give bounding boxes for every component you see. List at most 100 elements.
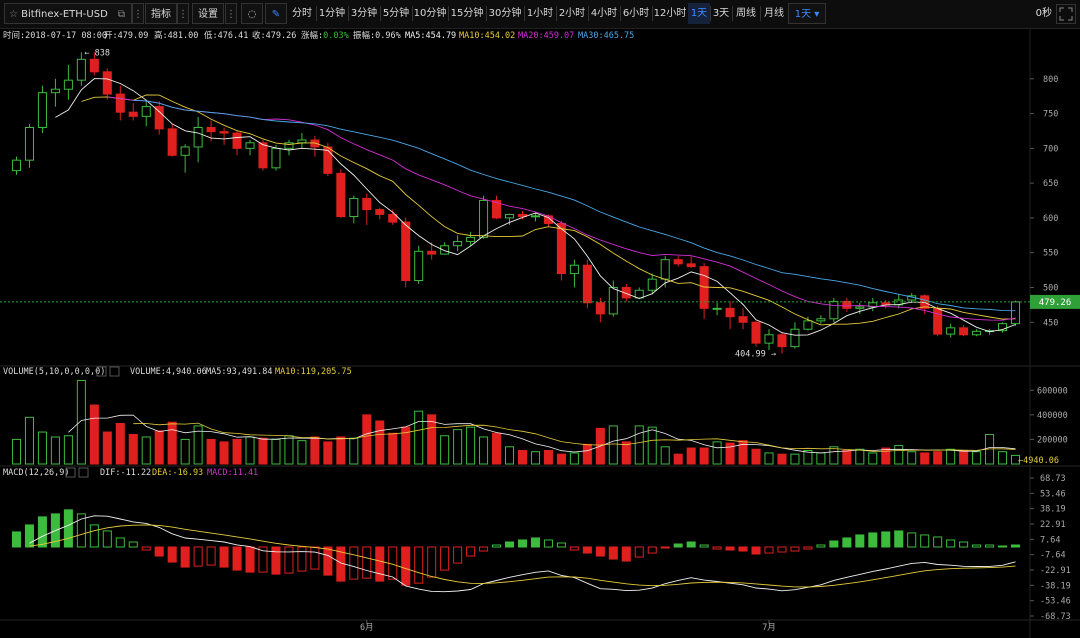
- volume-bar[interactable]: [660, 446, 670, 465]
- volume-bar[interactable]: [829, 446, 839, 465]
- volume-bar[interactable]: [582, 443, 592, 465]
- indicator-button[interactable]: 指标: [145, 3, 177, 24]
- chart-canvas[interactable]: 800 750 700 650 600 550 500 450 479.26 ← 838 404.9…: [0, 28, 1080, 638]
- candle-body[interactable]: [258, 142, 268, 169]
- candle-body[interactable]: [647, 278, 657, 291]
- volume-bar[interactable]: [193, 425, 203, 465]
- candle-body[interactable]: [608, 286, 618, 315]
- candle-body[interactable]: [933, 307, 943, 335]
- volume-bar[interactable]: [699, 447, 709, 465]
- volume-bar[interactable]: [946, 448, 956, 465]
- timeframe-tab-6[interactable]: 30分钟: [488, 8, 522, 19]
- candle-body[interactable]: [128, 111, 138, 117]
- candle-body[interactable]: [660, 259, 670, 280]
- timeframe-tab-9[interactable]: 4小时: [590, 8, 618, 19]
- macd-histogram-bar[interactable]: [868, 532, 878, 548]
- volume-bar[interactable]: [1010, 454, 1021, 465]
- volume-bar[interactable]: [388, 432, 398, 465]
- candle-body[interactable]: [686, 263, 696, 268]
- settings-menu-dots[interactable]: ⋮: [225, 3, 237, 24]
- volume-bar[interactable]: [310, 436, 320, 465]
- timeframe-tab-1[interactable]: 1分钟: [318, 8, 346, 19]
- macd-histogram-bar[interactable]: [621, 546, 631, 562]
- timeframe-tab-15[interactable]: 月线: [764, 8, 784, 19]
- candle-body[interactable]: [141, 106, 151, 117]
- candle-body[interactable]: [946, 327, 956, 335]
- macd-histogram-bar[interactable]: [193, 546, 203, 567]
- timeframe-tab-5[interactable]: 15分钟: [450, 8, 484, 19]
- candle-body[interactable]: [102, 71, 112, 95]
- macd-histogram-bar[interactable]: [517, 539, 528, 548]
- macd-histogram-bar[interactable]: [180, 546, 190, 568]
- macd-histogram-bar[interactable]: [401, 546, 411, 586]
- candle-body[interactable]: [634, 289, 644, 299]
- volume-bar[interactable]: [24, 416, 34, 465]
- candle-body[interactable]: [595, 302, 605, 315]
- symbol-selector[interactable]: ☆ Bitfinex-ETH-USD ⧉: [4, 3, 132, 24]
- volume-bar[interactable]: [349, 437, 359, 465]
- candle-body[interactable]: [37, 92, 47, 128]
- macd-histogram-bar[interactable]: [946, 539, 956, 548]
- timeframe-tab-11[interactable]: 12小时: [653, 8, 687, 19]
- macd-histogram-bar[interactable]: [920, 534, 930, 548]
- volume-bar[interactable]: [920, 452, 930, 465]
- macd-histogram-bar[interactable]: [440, 546, 450, 571]
- volume-bar[interactable]: [530, 451, 540, 465]
- volume-settings-button[interactable]: [96, 366, 107, 377]
- macd-settings-button[interactable]: [65, 467, 76, 478]
- volume-bar[interactable]: [440, 435, 450, 465]
- volume-bar[interactable]: [167, 421, 177, 465]
- timeframe-tab-13[interactable]: 3天: [712, 8, 730, 19]
- candle-body[interactable]: [414, 250, 424, 282]
- volume-bar[interactable]: [647, 426, 657, 465]
- macd-histogram-bar[interactable]: [232, 546, 242, 571]
- volume-bar[interactable]: [803, 449, 813, 465]
- volume-bar[interactable]: [777, 453, 787, 465]
- macd-histogram-bar[interactable]: [933, 536, 943, 548]
- macd-histogram-bar[interactable]: [1010, 544, 1021, 548]
- macd-histogram-bar[interactable]: [569, 546, 579, 551]
- macd-histogram-bar[interactable]: [323, 546, 333, 576]
- macd-histogram-bar[interactable]: [712, 546, 722, 550]
- volume-bar[interactable]: [102, 431, 112, 465]
- candle-body[interactable]: [479, 200, 489, 238]
- candle-body[interactable]: [180, 146, 190, 156]
- volume-bar[interactable]: [504, 446, 515, 465]
- macd-histogram-bar[interactable]: [998, 545, 1008, 548]
- macd-histogram-bar[interactable]: [388, 546, 398, 580]
- macd-histogram-bar[interactable]: [141, 546, 151, 551]
- volume-bar[interactable]: [492, 432, 502, 465]
- candle-body[interactable]: [115, 93, 125, 113]
- candle-body[interactable]: [349, 197, 359, 218]
- timeframe-tab-4[interactable]: 10分钟: [413, 8, 447, 19]
- volume-bar[interactable]: [323, 441, 333, 465]
- volume-bar[interactable]: [556, 453, 566, 465]
- volume-bar[interactable]: [466, 426, 476, 465]
- volume-bar[interactable]: [336, 436, 346, 465]
- volume-bar[interactable]: [180, 438, 190, 465]
- macd-histogram-bar[interactable]: [466, 546, 476, 557]
- candle-body[interactable]: [271, 147, 281, 169]
- macd-histogram-bar[interactable]: [842, 537, 852, 548]
- candle-body[interactable]: [167, 128, 177, 156]
- macd-histogram-bar[interactable]: [985, 544, 995, 548]
- volume-bar[interactable]: [907, 451, 917, 465]
- volume-bar[interactable]: [219, 441, 229, 465]
- volume-bar[interactable]: [427, 414, 437, 465]
- volume-bar[interactable]: [284, 435, 294, 465]
- macd-histogram-bar[interactable]: [959, 541, 969, 548]
- candle-body[interactable]: [440, 245, 450, 255]
- candle-body[interactable]: [323, 146, 333, 174]
- macd-histogram-bar[interactable]: [206, 546, 216, 566]
- candle-body[interactable]: [427, 250, 437, 255]
- volume-bar[interactable]: [855, 448, 865, 465]
- macd-histogram-bar[interactable]: [37, 516, 47, 548]
- candle-body[interactable]: [790, 328, 800, 348]
- macd-histogram-bar[interactable]: [362, 546, 372, 579]
- candle-body[interactable]: [89, 58, 99, 73]
- macd-histogram-bar[interactable]: [219, 546, 229, 568]
- candle-body[interactable]: [76, 58, 86, 81]
- macd-histogram-bar[interactable]: [89, 524, 99, 548]
- macd-histogram-bar[interactable]: [556, 542, 566, 548]
- volume-bar[interactable]: [297, 440, 307, 465]
